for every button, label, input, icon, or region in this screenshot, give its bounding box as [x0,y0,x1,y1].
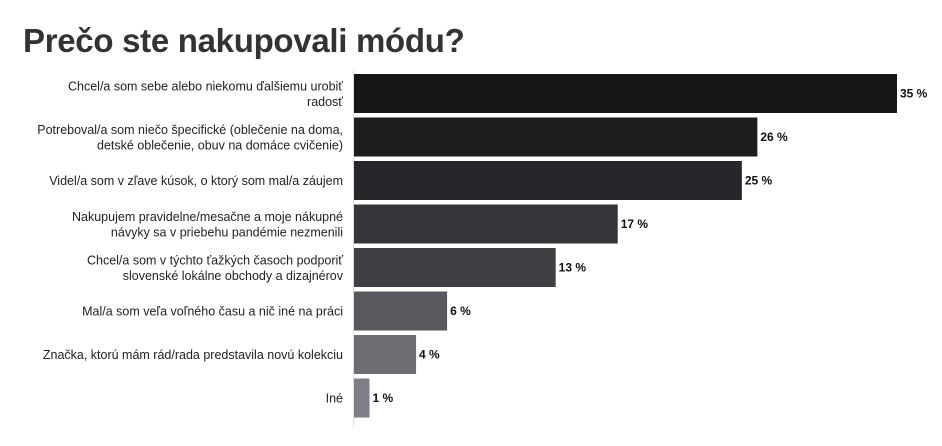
bar [354,291,448,331]
category-label-line: Chcel/a som v týchto ťažkých časoch podp… [87,253,343,267]
bar [354,117,758,157]
category-label-line: radosť [307,95,343,109]
value-label: 35 % [900,87,928,101]
category-label-line: slovenské lokálne obchody a dizajnérov [123,269,344,283]
category-label-line: detské oblečenie, obuv na domáce cvičeni… [97,138,343,152]
category-label-line: Nakupujem pravidelne/mesačne a moje náku… [72,210,343,224]
category-label: Potreboval/a som niečo špecifické (obleč… [37,123,343,153]
bar [354,248,556,287]
value-label: 13 % [559,261,587,275]
category-label: Iné [326,392,343,406]
category-label-line: Potreboval/a som niečo špecifické (obleč… [37,123,343,137]
bar [354,378,370,418]
bar [354,74,897,113]
category-label-line: Iné [326,392,343,406]
category-label-line: Videl/a som v zľave kúsok, o ktorý som m… [49,174,343,188]
value-label: 1 % [373,391,394,405]
chart-title: Prečo ste nakupovali módu? [23,22,465,59]
category-label: Nakupujem pravidelne/mesačne a moje náku… [72,210,343,240]
bar [354,335,417,374]
value-label: 4 % [419,348,440,362]
value-label: 26 % [760,130,788,144]
category-label: Značka, ktorú mám rád/rada predstavila n… [43,348,343,362]
category-label: Chcel/a som sebe alebo niekomu ďalšiemu … [68,79,343,109]
category-label-line: Mal/a som veľa voľného času a nič iné na… [82,305,343,319]
value-label: 6 % [450,304,471,318]
category-label: Chcel/a som v týchto ťažkých časoch podp… [87,253,344,283]
category-label: Mal/a som veľa voľného času a nič iné na… [82,305,343,319]
category-label-line: Značka, ktorú mám rád/rada predstavila n… [43,348,343,362]
bar [354,204,618,244]
value-label: 25 % [745,174,773,188]
category-label-line: návyky sa v priebehu pandémie nezmenili [111,225,343,239]
bar [354,161,742,200]
category-label-line: Chcel/a som sebe alebo niekomu ďalšiemu … [68,79,343,93]
value-label: 17 % [621,217,649,231]
category-label: Videl/a som v zľave kúsok, o ktorý som m… [49,174,343,188]
